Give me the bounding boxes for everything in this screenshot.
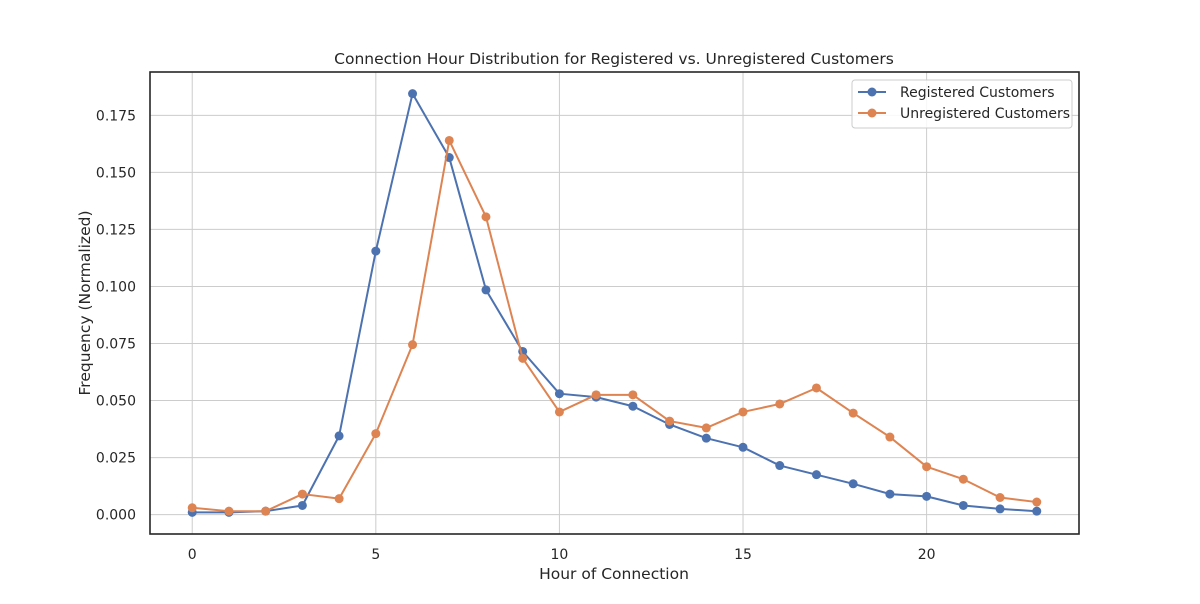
data-point: [811, 470, 821, 480]
data-point: [995, 504, 1005, 514]
x-axis-label: Hour of Connection: [539, 565, 689, 583]
x-tick-label: 5: [371, 547, 380, 563]
data-point: [701, 423, 711, 433]
grid: [150, 72, 1079, 534]
data-point: [885, 489, 895, 499]
data-point: [958, 474, 968, 484]
data-point: [261, 506, 271, 516]
data-point: [297, 489, 307, 499]
x-tick-label: 10: [551, 547, 569, 563]
data-point: [554, 389, 564, 399]
y-tick-label: 0.000: [96, 508, 136, 524]
data-point: [371, 429, 381, 439]
legend-label-registered: Registered Customers: [900, 85, 1055, 101]
data-point: [628, 390, 638, 400]
y-tick-label: 0.100: [96, 279, 136, 295]
y-tick-label: 0.125: [96, 222, 136, 238]
data-point: [848, 408, 858, 418]
y-tick-label: 0.075: [96, 336, 136, 352]
data-point: [518, 353, 528, 363]
x-tick-label: 20: [918, 547, 936, 563]
data-point: [775, 461, 785, 471]
y-tick-label: 0.150: [96, 165, 136, 181]
data-point: [701, 433, 711, 443]
data-point: [334, 431, 344, 441]
data-point: [775, 399, 785, 409]
data-point: [628, 401, 638, 411]
series-line: [192, 139, 1037, 513]
data-point: [554, 407, 564, 417]
data-point: [334, 494, 344, 504]
y-ticks: 0.000 0.025 0.050 0.075 0.100 0.125 0.150 0.175: [96, 108, 136, 523]
y-tick-label: 0.025: [96, 451, 136, 467]
data-point: [738, 407, 748, 417]
data-point: [1032, 506, 1042, 516]
data-point: [665, 416, 675, 426]
data-point: [848, 479, 858, 489]
data-point: [481, 212, 491, 222]
series-unregistered: [187, 135, 1042, 516]
data-point: [922, 491, 932, 501]
data-point: [481, 285, 491, 295]
y-tick-label: 0.050: [96, 394, 136, 410]
data-point: [408, 340, 418, 350]
y-tick-label: 0.175: [96, 108, 136, 124]
series-layer: [187, 89, 1042, 517]
data-point: [958, 500, 968, 510]
x-tick-label: 0: [188, 547, 197, 563]
y-axis-label: Frequency (Normalized): [76, 211, 94, 396]
data-point: [591, 390, 601, 400]
legend-label-unregistered: Unregistered Customers: [900, 106, 1070, 122]
data-point: [444, 135, 454, 145]
series-registered: [187, 89, 1042, 517]
legend-marker-registered: [867, 87, 877, 97]
x-tick-label: 15: [734, 547, 752, 563]
legend-marker-unregistered: [867, 108, 877, 118]
data-point: [297, 500, 307, 510]
legend: Registered Customers Unregistered Custom…: [851, 79, 1073, 129]
data-point: [187, 503, 197, 513]
data-point: [371, 246, 381, 256]
chart-title: Connection Hour Distribution for Registe…: [334, 50, 894, 68]
x-ticks: 0 5 10 15 20: [188, 547, 936, 563]
legend-box: [851, 79, 1073, 129]
data-point: [885, 432, 895, 442]
data-point: [995, 492, 1005, 502]
data-point: [811, 383, 821, 393]
data-point: [224, 506, 234, 516]
series-line: [192, 92, 1037, 514]
data-point: [922, 462, 932, 472]
plot-frame: [149, 71, 1080, 535]
data-point: [1032, 497, 1042, 507]
data-point: [738, 442, 748, 452]
data-point: [408, 89, 418, 99]
